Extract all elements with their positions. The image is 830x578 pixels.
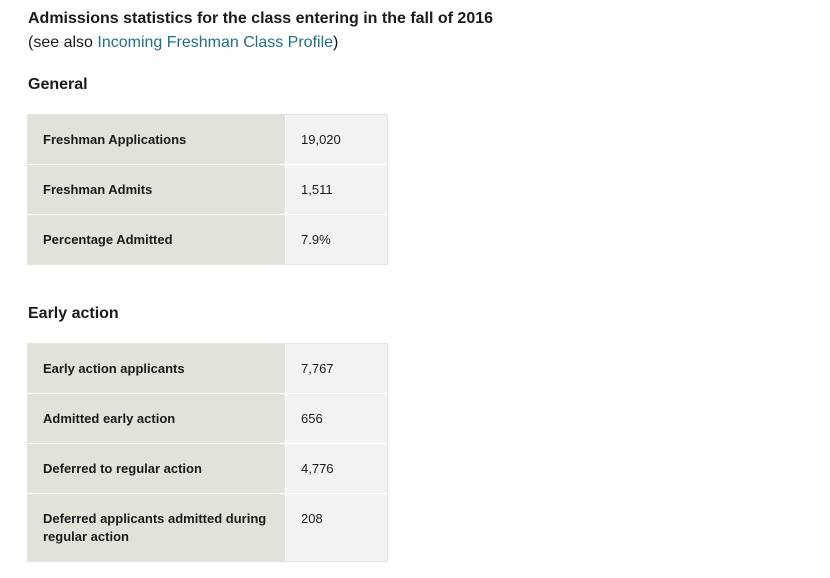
freshman-class-profile-link[interactable]: Incoming Freshman Class Profile <box>97 34 334 51</box>
row-label-cell: Percentage Admitted <box>28 214 286 264</box>
row-label-cell: Early action applicants <box>28 344 286 394</box>
table-row: Deferred applicants admitted during regu… <box>28 493 387 561</box>
row-value: 7.9% <box>301 232 331 247</box>
table-row: Freshman Applications 19,020 <box>28 115 387 165</box>
row-label: Deferred applicants admitted during regu… <box>43 511 267 544</box>
row-label: Early action applicants <box>43 361 185 376</box>
table-row: Deferred to regular action 4,776 <box>28 443 387 494</box>
row-value: 7,767 <box>301 361 334 376</box>
table-row: Admitted early action 656 <box>28 393 387 444</box>
row-label-cell: Freshman Admits <box>28 164 286 215</box>
general-heading: General <box>28 76 88 93</box>
row-label-cell: Admitted early action <box>28 393 286 444</box>
table-row: Percentage Admitted 7.9% <box>28 214 387 264</box>
general-stats-table: Freshman Applications 19,020 Freshman Ad… <box>28 115 387 264</box>
row-value-cell: 4,776 <box>285 443 387 494</box>
row-label-cell: Freshman Applications <box>28 115 286 165</box>
row-label: Admitted early action <box>43 411 176 426</box>
page-title: Admissions statistics for the class ente… <box>28 10 494 27</box>
row-value: 1,511 <box>301 182 333 197</box>
row-value-cell: 7,767 <box>285 344 387 394</box>
row-label: Freshman Applications <box>43 132 187 147</box>
table-row: Early action applicants 7,767 <box>28 344 387 394</box>
row-value: 4,776 <box>301 461 334 476</box>
row-label: Deferred to regular action <box>43 461 202 476</box>
early-action-heading: Early action <box>28 305 119 322</box>
row-value: 656 <box>301 411 323 426</box>
see-also-prefix: (see also <box>28 34 98 51</box>
row-value-cell: 656 <box>285 393 387 444</box>
row-value-cell: 208 <box>285 493 387 561</box>
row-label: Percentage Admitted <box>43 232 173 247</box>
row-label-cell: Deferred to regular action <box>28 443 286 494</box>
row-value: 19,020 <box>301 132 341 147</box>
table-row: Freshman Admits 1,511 <box>28 164 387 215</box>
see-also-line: (see also Incoming Freshman Class Profil… <box>28 32 808 54</box>
row-value-cell: 19,020 <box>285 115 387 165</box>
row-value-cell: 1,511 <box>285 164 387 215</box>
row-label: Freshman Admits <box>43 182 153 197</box>
row-value: 208 <box>301 511 323 526</box>
early-action-stats-table: Early action applicants 7,767 Admitted e… <box>28 344 387 561</box>
row-value-cell: 7.9% <box>285 214 387 264</box>
page-content: Admissions statistics for the class ente… <box>28 8 808 561</box>
row-label-cell: Deferred applicants admitted during regu… <box>28 493 286 561</box>
see-also-suffix: ) <box>333 34 339 51</box>
